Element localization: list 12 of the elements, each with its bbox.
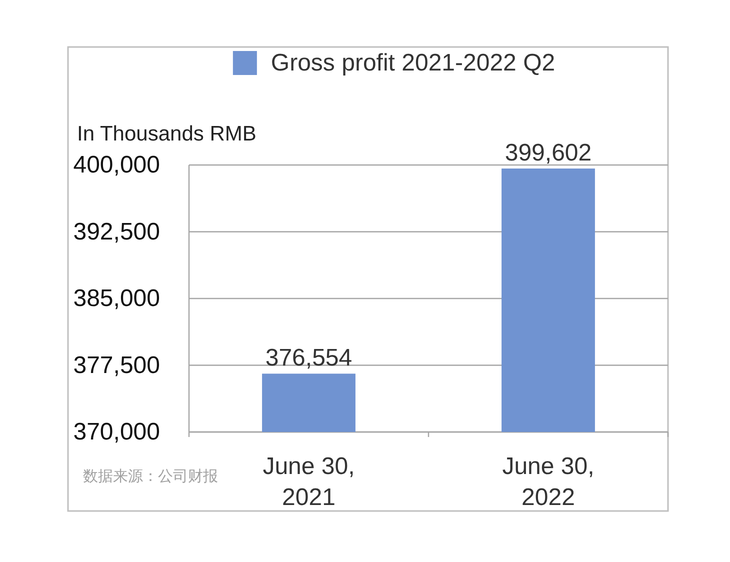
x-tick-label: June 30, 2021 [262,453,355,511]
y-tick-label: 370,000 [73,418,160,446]
y-tick-label: 377,500 [73,352,160,379]
data-label: 376,554 [265,344,352,372]
legend-label: Gross profit 2021-2022 Q2 [270,50,556,76]
data-label: 399,602 [504,140,592,167]
y-tick-label: 392,500 [73,218,160,246]
annotation: 数据来源：公司财报 [83,467,218,485]
x-tick-label: June 30, 2022 [502,453,594,511]
y-label: In Thousands RMB [77,122,256,146]
y-tick-label: 400,000 [73,152,160,178]
y-tick-label: 385,000 [73,285,160,312]
